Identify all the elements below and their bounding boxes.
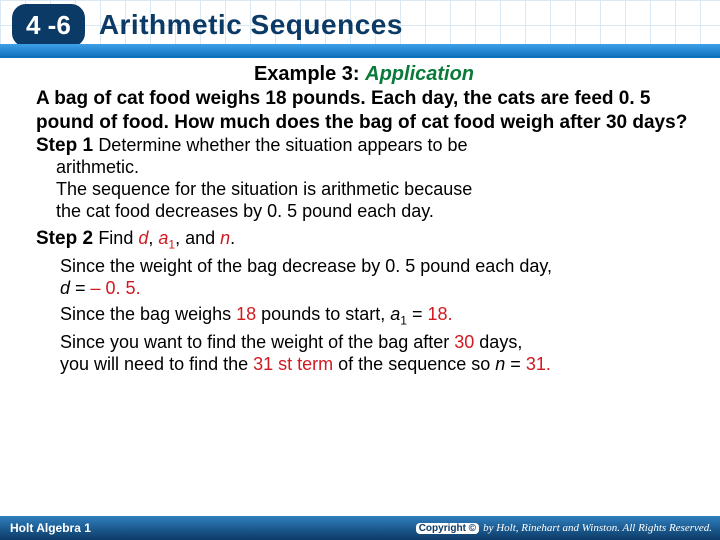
lesson-header: 4 -6 Arithmetic Sequences	[0, 0, 720, 50]
example-label: Example 3:	[254, 63, 365, 85]
var-n: n	[220, 228, 230, 248]
problem-statement: A bag of cat food weighs 18 pounds. Each…	[36, 87, 692, 133]
step-1-line2: arithmetic.	[56, 157, 692, 179]
step-1-line4: the cat food decreases by 0. 5 pound eac…	[56, 201, 692, 223]
step-2-lead: Find	[98, 228, 138, 248]
footer-copyright: Copyright © by Holt, Rinehart and Winsto…	[416, 522, 712, 534]
step-1: Step 1 Determine whether the situation a…	[36, 134, 692, 223]
example-heading: Example 3: Application	[36, 62, 692, 86]
copyright-badge: Copyright ©	[416, 523, 479, 534]
step-1-label: Step 1	[36, 135, 98, 156]
footer-textbook: Holt Algebra 1	[10, 521, 91, 535]
step-2-label: Step 2	[36, 228, 98, 249]
var-a: a	[158, 228, 168, 248]
copyright-text: by Holt, Rinehart and Winston. All Right…	[483, 522, 712, 534]
header-underline-bar	[0, 44, 720, 58]
slide-content: Example 3: Application A bag of cat food…	[0, 60, 720, 516]
step-1-line1: Determine whether the situation appears …	[98, 135, 467, 155]
lesson-number-badge: 4 -6	[12, 4, 85, 47]
var-d: d	[138, 228, 148, 248]
step-2-p2: Since the bag weighs 18 pounds to start,…	[60, 304, 692, 328]
footer-bar: Holt Algebra 1 Copyright © by Holt, Rine…	[0, 516, 720, 540]
step-2-p3: Since you want to find the weight of the…	[60, 332, 692, 376]
example-kind: Application	[365, 63, 474, 85]
step-2: Step 2 Find d, a1, and n. Since the weig…	[36, 227, 692, 376]
step-1-line3: The sequence for the situation is arithm…	[56, 179, 692, 201]
lesson-title: Arithmetic Sequences	[99, 9, 403, 41]
step-2-p1: Since the weight of the bag decrease by …	[60, 256, 692, 300]
